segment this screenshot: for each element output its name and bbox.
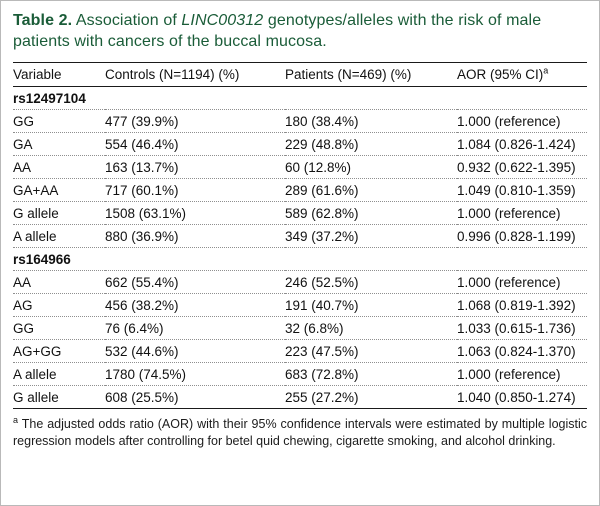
header-patients: Patients (N=469) (%) xyxy=(285,62,457,88)
cell-patients: 589 (62.8%) xyxy=(285,201,457,226)
table-footnote: a The adjusted odds ratio (AOR) with the… xyxy=(13,416,587,451)
cell-controls: 477 (39.9%) xyxy=(105,109,285,134)
cell-variable: G allele xyxy=(13,201,105,226)
cell-patients: 255 (27.2%) xyxy=(285,389,359,405)
cell-controls: 554 (46.4%) xyxy=(105,132,285,157)
table-row: AG+GG 532 (44.6%) 223 (47.5%) 1.063 (0.824-… xyxy=(13,339,587,364)
cell-aor: 1.000 (reference) xyxy=(457,362,587,387)
cell-aor: 0.996 (0.828-1.199) xyxy=(457,224,587,249)
cell-patients: 229 (48.8%) xyxy=(285,132,457,157)
table-row: GA+AA 717 (60.1%) 289 (61.6%) 1.049 (0.810-… xyxy=(13,178,587,203)
cell-aor: 1.000 (reference) xyxy=(457,201,587,226)
table-row: GA 554 (46.4%) 229 (48.8%) 1.084 (0.826-1.4… xyxy=(13,132,587,157)
cell-patients: 349 (37.2%) xyxy=(285,224,457,249)
cell-controls: 532 (44.6%) xyxy=(105,339,285,364)
cell-controls: 880 (36.9%) xyxy=(105,224,285,249)
caption-text-before: Association of xyxy=(72,12,182,29)
cell-patients: 32 (6.8%) xyxy=(285,316,457,341)
table-row: A allele 880 (36.9%) 349 (37.2%) 0.996 (0.8… xyxy=(13,224,587,249)
cell-variable: GG xyxy=(13,316,105,341)
cell-variable: A allele xyxy=(13,362,105,387)
cell-controls: 1780 (74.5%) xyxy=(105,362,285,387)
cell-aor: 1.040 (0.850-1.274) xyxy=(457,389,576,405)
cell-variable: GG xyxy=(13,109,105,134)
header-aor-text: AOR (95% CI) xyxy=(457,67,544,83)
cell-patients: 223 (47.5%) xyxy=(285,339,457,364)
table-row: AA 662 (55.4%) 246 (52.5%) 1.000 (reference… xyxy=(13,270,587,295)
cell-controls: 163 (13.7%) xyxy=(105,155,285,180)
caption-text-after: genotypes/alleles with the risk of male … xyxy=(13,12,542,51)
header-aor: AOR (95% CI)a xyxy=(457,62,587,88)
footnote-text: The adjusted odds ratio (AOR) with their… xyxy=(13,417,587,449)
association-table: Variable Controls (N=1194) (%) Patients … xyxy=(13,62,587,410)
table-label: Table 2. xyxy=(13,12,73,29)
cell-aor: 1.033 (0.615-1.736) xyxy=(457,316,587,341)
header-controls: Controls (N=1194) (%) xyxy=(105,62,285,88)
table-row: A allele 1780 (74.5%) 683 (72.8%) 1.000 (re… xyxy=(13,362,587,387)
header-aor-superscript: a xyxy=(543,65,549,76)
table-row: AA 163 (13.7%) 60 (12.8%) 0.932 (0.622-1.39… xyxy=(13,155,587,180)
section-label: rs12497104 xyxy=(13,86,587,111)
cell-patients: 246 (52.5%) xyxy=(285,270,457,295)
table-row: GG 477 (39.9%) 180 (38.4%) 1.000 (reference… xyxy=(13,109,587,134)
cell-variable: AG+GG xyxy=(13,339,105,364)
cell-controls: 1508 (63.1%) xyxy=(105,201,285,226)
table-row: G allele 608 (25.5%) 255 (27.2%) 1.040 (0.8… xyxy=(13,386,587,409)
section-label: rs164966 xyxy=(13,247,587,272)
footnote-marker: a xyxy=(13,415,19,426)
cell-patients: 683 (72.8%) xyxy=(285,362,457,387)
cell-aor: 0.932 (0.622-1.395) xyxy=(457,155,587,180)
cell-variable: GA+AA xyxy=(13,178,105,203)
cell-aor: 1.063 (0.824-1.370) xyxy=(457,339,587,364)
cell-patients: 289 (61.6%) xyxy=(285,178,457,203)
cell-aor: 1.000 (reference) xyxy=(457,109,587,134)
cell-patients: 60 (12.8%) xyxy=(285,155,457,180)
cell-controls: 717 (60.1%) xyxy=(105,178,285,203)
cell-aor: 1.000 (reference) xyxy=(457,270,587,295)
header-variable: Variable xyxy=(13,62,105,88)
caption-gene-name: LINC00312 xyxy=(181,12,264,29)
table-row: G allele 1508 (63.1%) 589 (62.8%) 1.000 (re… xyxy=(13,201,587,226)
cell-variable: AA xyxy=(13,155,105,180)
section-row: rs12497104 xyxy=(13,86,587,111)
table-row: GG 76 (6.4%) 32 (6.8%) 1.033 (0.615-1.736) xyxy=(13,316,587,341)
cell-patients: 191 (40.7%) xyxy=(285,293,457,318)
cell-patients: 180 (38.4%) xyxy=(285,109,457,134)
cell-variable: AA xyxy=(13,270,105,295)
cell-variable: GA xyxy=(13,132,105,157)
cell-controls: 662 (55.4%) xyxy=(105,270,285,295)
cell-aor: 1.084 (0.826-1.424) xyxy=(457,132,587,157)
cell-aor: 1.068 (0.819-1.392) xyxy=(457,293,587,318)
cell-aor: 1.049 (0.810-1.359) xyxy=(457,178,587,203)
table-caption: Table 2. Association of LINC00312 genoty… xyxy=(13,10,587,52)
cell-controls: 608 (25.5%) xyxy=(105,389,179,405)
header-row: Variable Controls (N=1194) (%) Patients … xyxy=(13,62,587,88)
table-body: rs12497104 GG 477 (39.9%) 180 (38.4%) 1.000 … xyxy=(13,86,587,409)
cell-controls: 456 (38.2%) xyxy=(105,293,285,318)
section-row: rs164966 xyxy=(13,247,587,272)
cell-variable: A allele xyxy=(13,224,105,249)
cell-variable: AG xyxy=(13,293,105,318)
cell-controls: 76 (6.4%) xyxy=(105,316,285,341)
cell-variable: G allele xyxy=(13,389,59,405)
table-row: AG 456 (38.2%) 191 (40.7%) 1.068 (0.819-1.3… xyxy=(13,293,587,318)
